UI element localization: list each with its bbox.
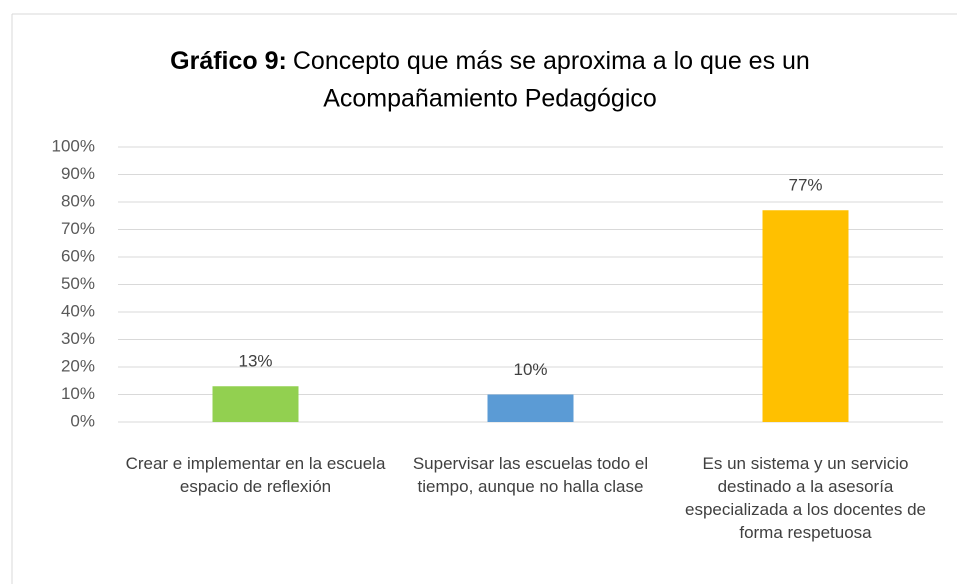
data-label: 10%	[513, 360, 547, 379]
y-tick-label: 20%	[61, 356, 95, 375]
y-tick-label: 30%	[61, 329, 95, 348]
y-tick-label: 80%	[61, 191, 95, 210]
y-tick-label: 70%	[61, 219, 95, 238]
chart-title: Gráfico 9: Concepto que más se aproxima a…	[170, 47, 810, 75]
y-tick-label: 90%	[61, 164, 95, 183]
title-line: Concepto que más se aproxima a lo que es…	[293, 47, 810, 75]
data-label: 13%	[238, 352, 272, 371]
y-tick-label: 40%	[61, 301, 95, 320]
y-tick-label: 60%	[61, 246, 95, 265]
y-tick-label: 100%	[52, 136, 95, 155]
x-tick-label: Es un sistema y un servicio destinado a …	[685, 454, 926, 542]
title-line: Acompañamiento Pedagógico	[323, 85, 657, 113]
title-prefix: Gráfico 9:	[170, 47, 287, 75]
y-tick-label: 0%	[70, 411, 95, 430]
bar	[212, 386, 299, 422]
bar	[762, 210, 849, 422]
y-tick-label: 50%	[61, 274, 95, 293]
data-label: 77%	[788, 176, 822, 195]
bar	[487, 394, 574, 422]
x-tick-label: Crear e implementar en la escuela espaci…	[125, 454, 386, 496]
x-tick-label: Supervisar las escuelas todo el tiempo, …	[412, 454, 649, 496]
y-tick-label: 10%	[61, 384, 95, 403]
